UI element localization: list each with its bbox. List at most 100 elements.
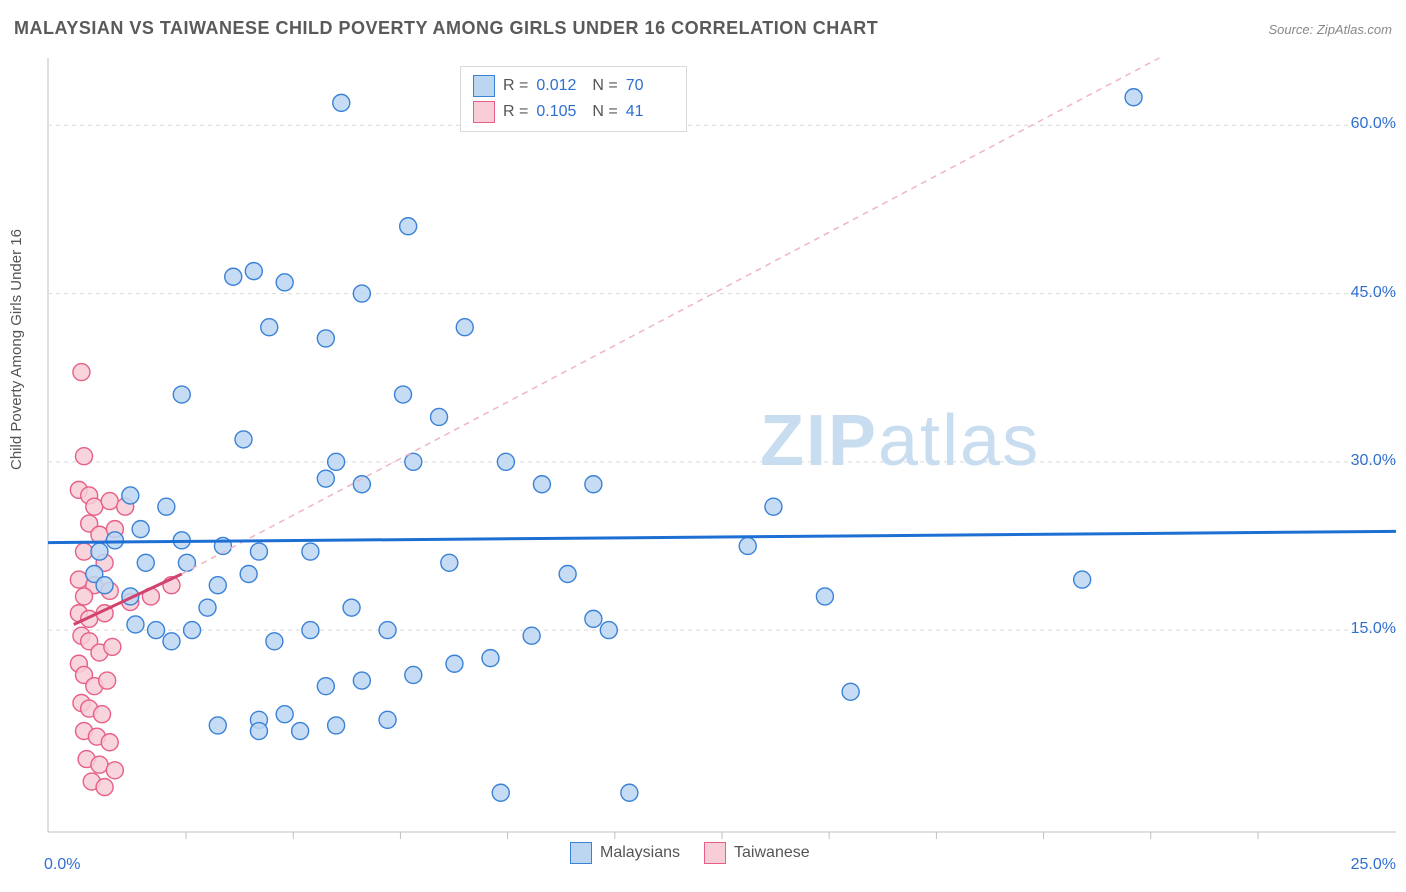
malaysians-point [317, 330, 334, 347]
legend-series: Malaysians Taiwanese [570, 842, 810, 864]
malaysians-point [106, 532, 123, 549]
malaysians-point [405, 666, 422, 683]
legend-r-value: 0.012 [536, 73, 584, 99]
taiwanese-point [99, 672, 116, 689]
legend-swatch [473, 101, 495, 123]
malaysians-point [199, 599, 216, 616]
x-tick-origin: 0.0% [44, 856, 80, 874]
y-tick-label: 15.0% [1351, 620, 1396, 638]
legend-series-item: Taiwanese [704, 842, 810, 864]
y-tick-label: 60.0% [1351, 115, 1396, 133]
malaysians-point [1074, 571, 1091, 588]
malaysians-point [317, 678, 334, 695]
taiwanese-point [86, 498, 103, 515]
malaysians-point [343, 599, 360, 616]
malaysians-point [132, 521, 149, 538]
malaysians-point [261, 319, 278, 336]
malaysians-point [276, 274, 293, 291]
legend-swatch [473, 75, 495, 97]
legend-r-label: R = [503, 99, 528, 125]
malaysians-point [395, 386, 412, 403]
scatter-chart [0, 0, 1406, 892]
malaysians-point [353, 285, 370, 302]
malaysians-point [482, 650, 499, 667]
malaysians-point [585, 610, 602, 627]
y-axis-label: Child Poverty Among Girls Under 16 [8, 229, 25, 470]
malaysians-point [302, 622, 319, 639]
malaysians-point [1125, 89, 1142, 106]
malaysians-point [266, 633, 283, 650]
legend-stats: R = 0.012 N = 70 R = 0.105 N = 41 [460, 66, 687, 132]
malaysians-point [559, 566, 576, 583]
malaysians-point [497, 453, 514, 470]
malaysians-point [431, 408, 448, 425]
taiwanese-point [76, 543, 93, 560]
legend-swatch [704, 842, 726, 864]
legend-stats-row: R = 0.105 N = 41 [473, 99, 674, 125]
malaysians-point [96, 577, 113, 594]
taiwanese-point [101, 493, 118, 510]
malaysians-point [158, 498, 175, 515]
malaysians-point [621, 784, 638, 801]
legend-r-value: 0.105 [536, 99, 584, 125]
malaysians-point [292, 723, 309, 740]
malaysians-point [379, 622, 396, 639]
malaysians-point [765, 498, 782, 515]
malaysians-point [209, 717, 226, 734]
malaysians-point [250, 723, 267, 740]
malaysians-point [405, 453, 422, 470]
legend-n-label: N = [592, 99, 617, 125]
y-tick-label: 45.0% [1351, 284, 1396, 302]
malaysians-point [127, 616, 144, 633]
malaysians-point [225, 268, 242, 285]
malaysians-point [842, 683, 859, 700]
malaysians-point [446, 655, 463, 672]
malaysians-point [585, 476, 602, 493]
malaysians-point [209, 577, 226, 594]
malaysians-point [235, 431, 252, 448]
malaysians-point [492, 784, 509, 801]
malaysians-point [240, 566, 257, 583]
legend-n-value: 41 [626, 99, 674, 125]
taiwanese-point [76, 448, 93, 465]
y-tick-label: 30.0% [1351, 452, 1396, 470]
taiwanese-point [94, 706, 111, 723]
malaysians-point [276, 706, 293, 723]
malaysians-point [302, 543, 319, 560]
malaysians-point [137, 554, 154, 571]
malaysians-point [250, 543, 267, 560]
taiwanese-point [104, 638, 121, 655]
malaysians-point [163, 633, 180, 650]
legend-swatch [570, 842, 592, 864]
malaysians-point [328, 453, 345, 470]
malaysians-point [400, 218, 417, 235]
legend-series-item: Malaysians [570, 842, 680, 864]
legend-series-label: Taiwanese [734, 844, 810, 862]
legend-r-label: R = [503, 73, 528, 99]
malaysians-point [333, 94, 350, 111]
taiwanese-point [101, 734, 118, 751]
malaysians-point [441, 554, 458, 571]
malaysians-point [148, 622, 165, 639]
malaysians-point [328, 717, 345, 734]
legend-series-label: Malaysians [600, 844, 680, 862]
legend-n-value: 70 [626, 73, 674, 99]
malaysians-point [533, 476, 550, 493]
malaysians-point [739, 537, 756, 554]
malaysians-point [173, 386, 190, 403]
malaysians-point [245, 263, 262, 280]
taiwanese-point [73, 364, 90, 381]
malaysians-point [353, 672, 370, 689]
taiwanese-point [96, 779, 113, 796]
malaysians-point [122, 487, 139, 504]
legend-n-label: N = [592, 73, 617, 99]
legend-stats-row: R = 0.012 N = 70 [473, 73, 674, 99]
malaysians-point [379, 711, 396, 728]
trend-malaysians [48, 531, 1396, 542]
taiwanese-point [70, 571, 87, 588]
malaysians-point [816, 588, 833, 605]
taiwanese-point [91, 756, 108, 773]
malaysians-point [523, 627, 540, 644]
x-tick-max: 25.0% [1351, 856, 1396, 874]
taiwanese-point [76, 588, 93, 605]
